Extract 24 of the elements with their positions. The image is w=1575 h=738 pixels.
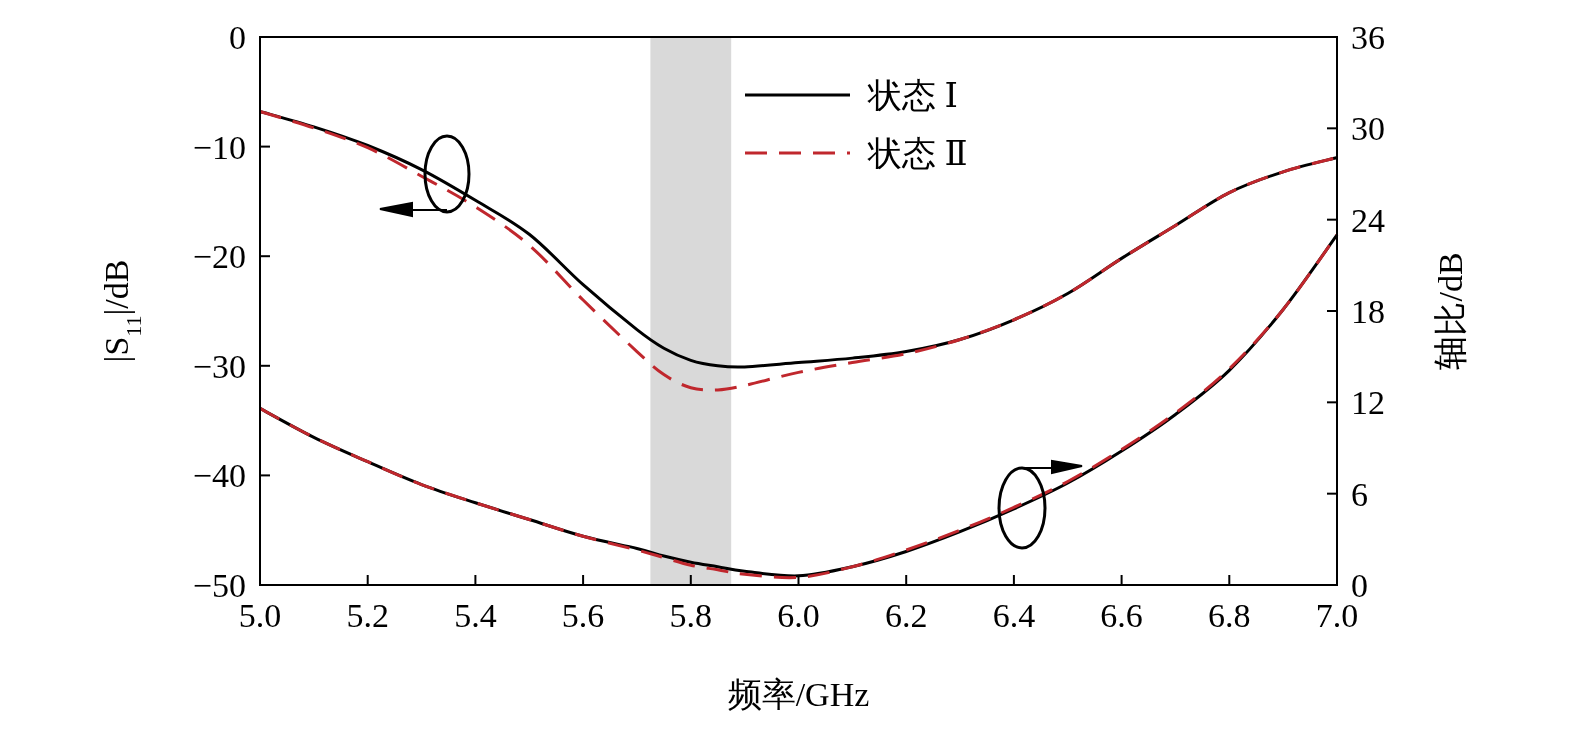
x-tick-label: 5.4: [454, 597, 497, 634]
x-tick-label: 6.0: [777, 597, 820, 634]
y-tick-label: −10: [192, 128, 246, 166]
y-tick-label: 0: [229, 19, 246, 56]
x-tick-label: 6.6: [1100, 597, 1143, 634]
x-tick-label: 6.8: [1208, 597, 1251, 634]
y2-tick-label: 30: [1351, 110, 1385, 148]
y2-tick-label: 24: [1351, 201, 1385, 239]
x-tick-label: 6.2: [884, 597, 928, 634]
y2-tick-label: 36: [1351, 19, 1385, 56]
legend-label: 状态 Ⅱ: [867, 135, 968, 172]
y-tick-label: −30: [192, 347, 246, 385]
x-tick-label: 5.6: [561, 597, 605, 634]
y-tick-label: −40: [192, 457, 246, 495]
x-axis-title: 频率/GHz: [727, 676, 870, 713]
x-tick-label: 5.8: [669, 597, 713, 634]
y-tick-label: −20: [192, 238, 246, 276]
x-tick-label: 5.2: [346, 597, 389, 634]
y2-tick-label: 6: [1351, 475, 1368, 513]
legend-label: 状态 Ⅰ: [867, 77, 958, 114]
x-tick-label: 6.4: [992, 597, 1036, 634]
y2-axis-title: 轴比/dB: [1432, 252, 1469, 370]
y2-tick-label: 12: [1351, 384, 1385, 422]
y2-tick-label: 18: [1351, 293, 1385, 330]
